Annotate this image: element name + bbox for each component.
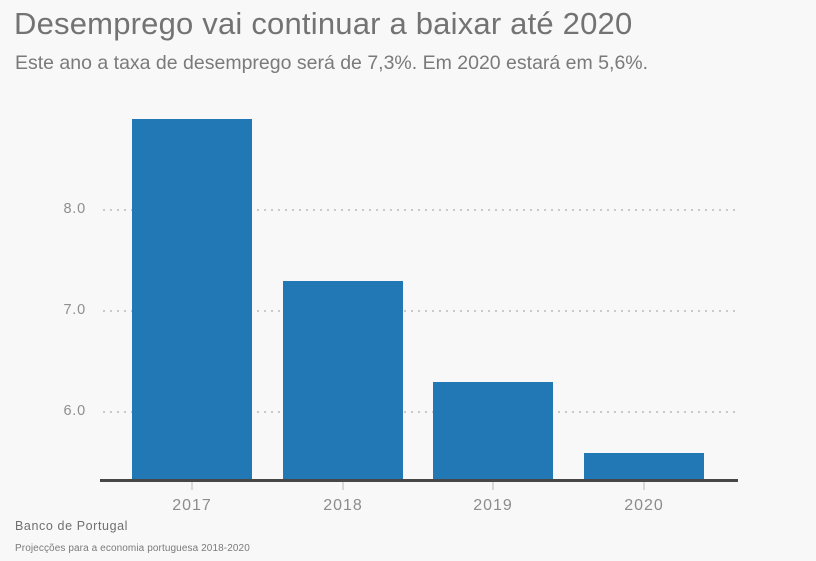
source-credit: Banco de Portugal [15,519,129,533]
x-axis-line [100,479,738,482]
gridline-6.0 [103,411,738,414]
chart-title: Desemprego vai continuar a baixar até 20… [14,6,633,41]
x-axis-label-2020: 2020 [624,497,664,514]
gridline-8.0 [103,208,738,211]
x-axis-tick [492,482,494,490]
chart-subtitle: Este ano a taxa de desemprego será de 7,… [15,52,649,74]
bar-2017 [132,118,252,480]
x-axis-tick [342,482,344,490]
bar-2020 [584,452,704,480]
x-axis-tick [643,482,645,490]
bar-2018 [283,280,403,480]
x-axis-label-2019: 2019 [473,497,513,514]
bar-2019 [433,381,553,480]
x-axis-tick [191,482,193,490]
y-axis-tick-label: 8.0 [63,200,86,217]
x-axis-label-2017: 2017 [172,497,212,514]
x-axis-label-2018: 2018 [323,497,363,514]
y-axis-tick-label: 7.0 [63,301,86,318]
source-note: Projecções para a economia portuguesa 20… [15,543,250,554]
gridline-7.0 [103,309,738,312]
y-axis-tick-label: 6.0 [63,403,86,420]
